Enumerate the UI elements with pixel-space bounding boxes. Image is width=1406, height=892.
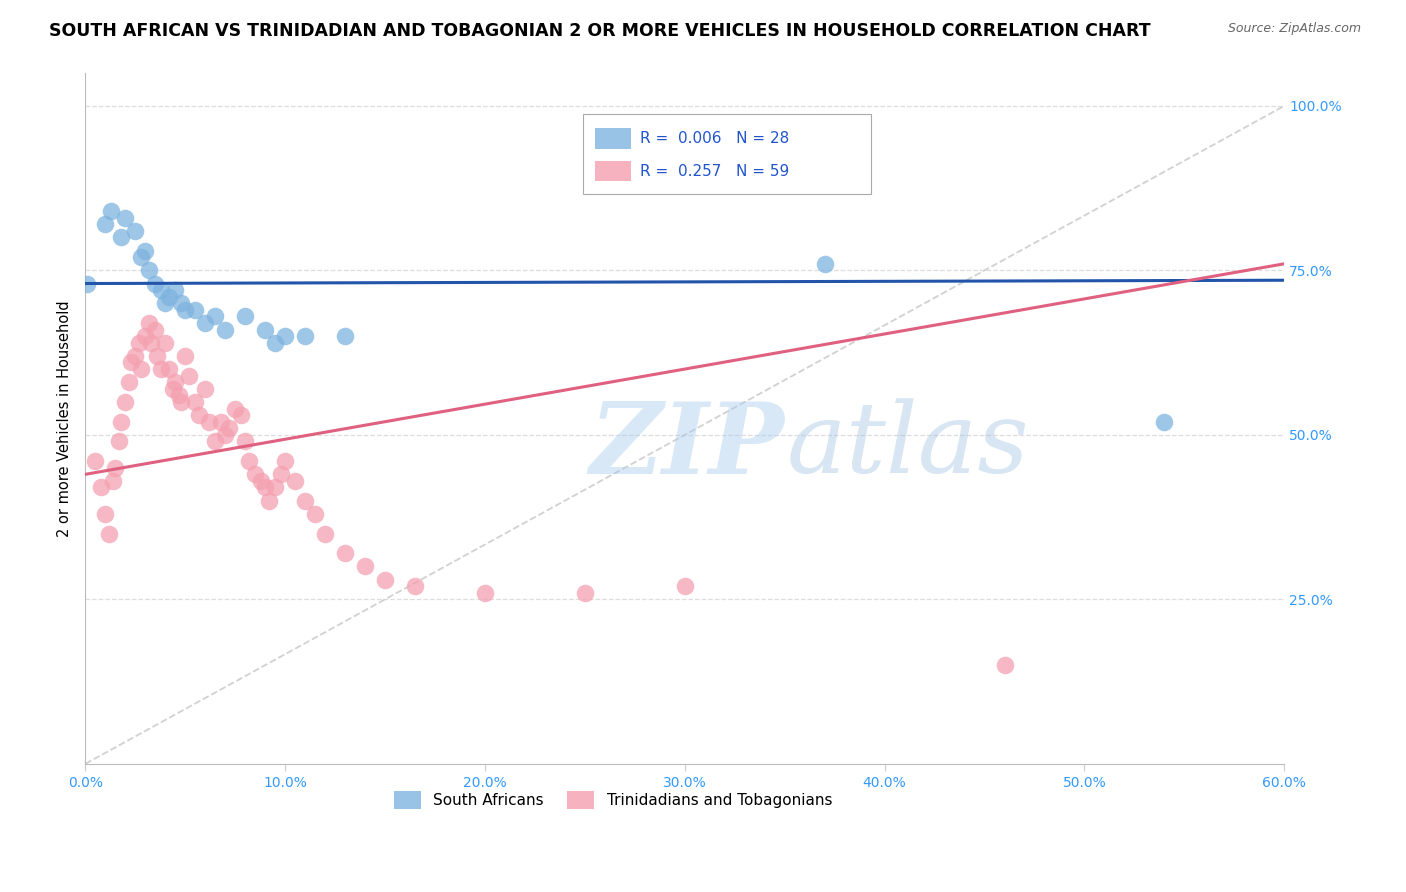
Point (254, 481, 277, 495)
Point (138, 316, 160, 330)
Point (354, 559, 377, 574)
Point (474, 586, 496, 600)
Text: ZIP: ZIP (589, 398, 785, 494)
Point (188, 408, 211, 422)
Point (993, 658, 1015, 673)
Point (294, 493, 316, 508)
Point (254, 322, 277, 336)
Point (194, 316, 217, 330)
Point (184, 302, 207, 317)
Bar (595, 161, 631, 181)
Point (118, 375, 141, 389)
Point (194, 382, 217, 396)
Point (245, 467, 267, 482)
Point (84, 454, 107, 468)
Point (294, 329, 316, 343)
Point (233, 434, 256, 449)
Point (138, 263, 160, 277)
Point (155, 335, 177, 350)
Point (104, 460, 127, 475)
Point (157, 290, 180, 304)
Point (274, 329, 297, 343)
Point (224, 401, 246, 416)
Point (141, 335, 163, 350)
Point (157, 362, 180, 376)
Point (231, 408, 253, 422)
Point (314, 526, 336, 541)
Point (94, 217, 117, 231)
Point (264, 335, 287, 350)
Point (108, 434, 131, 449)
Point (198, 415, 221, 429)
Point (214, 322, 236, 336)
Text: R =  0.006   N = 28: R = 0.006 N = 28 (641, 131, 790, 146)
Point (374, 573, 396, 587)
Point (143, 277, 166, 291)
Point (124, 349, 146, 363)
Point (184, 395, 207, 409)
Point (264, 481, 287, 495)
Point (114, 211, 136, 225)
Point (128, 335, 150, 350)
Point (165, 375, 187, 389)
Point (673, 579, 696, 593)
Point (120, 355, 142, 369)
Text: SOUTH AFRICAN VS TRINIDADIAN AND TOBAGONIAN 2 OR MORE VEHICLES IN HOUSEHOLD CORR: SOUTH AFRICAN VS TRINIDADIAN AND TOBAGON… (49, 22, 1152, 40)
Point (574, 586, 596, 600)
Point (150, 362, 173, 376)
Point (170, 296, 193, 310)
Point (169, 388, 191, 402)
Point (284, 474, 307, 488)
Point (204, 310, 226, 324)
Legend: South Africans, Trinidadians and Tobagonians: South Africans, Trinidadians and Tobagon… (388, 785, 838, 815)
Point (114, 395, 136, 409)
Point (131, 250, 153, 264)
Text: R =  0.257   N = 59: R = 0.257 N = 59 (641, 163, 790, 178)
Point (333, 329, 356, 343)
Point (90, 481, 112, 495)
Point (134, 329, 156, 343)
Point (174, 349, 197, 363)
Point (404, 579, 426, 593)
Point (270, 467, 292, 482)
Point (214, 427, 236, 442)
Point (204, 434, 226, 449)
Point (174, 302, 197, 317)
Point (209, 415, 232, 429)
Point (218, 421, 240, 435)
Point (170, 395, 193, 409)
Point (98, 526, 121, 541)
FancyBboxPatch shape (583, 114, 870, 194)
Y-axis label: 2 or more Vehicles in Household: 2 or more Vehicles in Household (58, 300, 72, 537)
Point (179, 368, 201, 383)
Text: atlas: atlas (787, 399, 1029, 493)
Point (1153, 415, 1175, 429)
Point (110, 415, 132, 429)
Bar (595, 128, 631, 149)
Point (146, 349, 169, 363)
Point (155, 296, 177, 310)
Point (103, 474, 125, 488)
Point (274, 454, 297, 468)
Text: Source: ZipAtlas.com: Source: ZipAtlas.com (1227, 22, 1361, 36)
Point (76, 277, 98, 291)
Point (250, 474, 273, 488)
Point (165, 283, 187, 297)
Point (257, 493, 280, 508)
Point (124, 224, 146, 238)
Point (304, 507, 326, 521)
Point (131, 362, 153, 376)
Point (150, 283, 173, 297)
Point (238, 454, 260, 468)
Point (233, 310, 256, 324)
Point (94, 507, 117, 521)
Point (134, 244, 156, 258)
Point (333, 546, 356, 560)
Point (814, 257, 837, 271)
Point (110, 230, 132, 244)
Point (100, 204, 122, 219)
Point (143, 322, 166, 336)
Point (162, 382, 184, 396)
